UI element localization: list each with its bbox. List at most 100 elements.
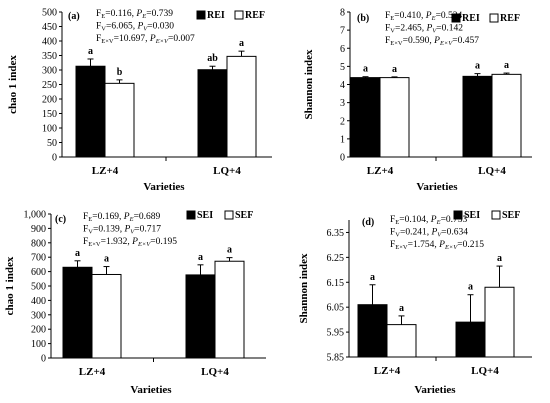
y-tick-label: 1: [340, 134, 345, 145]
legend-swatch: [453, 210, 463, 220]
stats-line: FE×V=0.590, PE×V=0.457: [385, 36, 479, 47]
y-tick-label: 200: [42, 95, 57, 106]
y-tick-label: 100: [42, 124, 57, 135]
x-axis-label: Varieties: [416, 181, 458, 193]
stats-line: FE×V=10.697, PE×V=0.007: [96, 34, 195, 45]
bar: [91, 273, 122, 359]
y-tick-label: 6.25: [327, 253, 345, 264]
y-tick-label: 100: [31, 339, 46, 350]
y-tick-label: 4: [340, 80, 345, 91]
y-tick-label: 6.35: [327, 228, 345, 239]
x-tick-label: LQ+4: [201, 366, 229, 378]
stats-line: FE=0.410, PE=0.534: [385, 11, 463, 22]
significance-label: a: [239, 38, 244, 49]
y-axis-label: Shannon index: [303, 49, 315, 120]
x-axis-label: Varieties: [414, 384, 456, 396]
y-tick-label: 200: [31, 325, 46, 336]
bar: [491, 73, 522, 158]
stats-line: FV=2.465, PV=0.142: [385, 24, 463, 35]
legend-swatch: [451, 13, 461, 23]
panel-b: 0 1 2 3 4 5 6 7 8 Shannon index LZ+4 LQ+4 Varieties a…: [303, 8, 532, 193]
y-tick-label: 7: [340, 26, 345, 37]
y-axis-label: Shannon index: [298, 253, 310, 324]
significance-label: b: [117, 67, 123, 78]
y-tick-label: 5: [340, 62, 345, 73]
legend-label: SEI: [464, 210, 480, 221]
bar: [455, 321, 486, 358]
stats-line: FE×V=1.754, PE×V=0.215: [390, 240, 484, 251]
y-tick-label: 350: [42, 51, 57, 62]
x-tick-label: LZ+4: [79, 366, 106, 378]
bar: [185, 274, 216, 359]
panel-d: 5.85 5.95 6.05 6.15 6.25 6.35 Shannon index LZ+…: [298, 210, 532, 396]
panel-c: 0 100 200 300 400 500 600 700 800 900 1,000 chao 1 …: [4, 210, 266, 396]
y-tick-label: 250: [42, 80, 57, 91]
significance-label: a: [392, 64, 397, 75]
legend-label: REI: [207, 10, 225, 21]
stats-line: FE=0.104, PE=0.753: [390, 215, 468, 226]
y-tick-label: 0: [52, 153, 57, 164]
x-axis-label: Varieties: [143, 181, 185, 193]
panel-a: 0 50 100 150 200 250 300 350 400 450 500 chao 1 ind…: [7, 8, 272, 193]
panel-label: (d): [362, 217, 374, 228]
bar: [104, 82, 135, 158]
stats-line: FV=6.065, PV=0.030: [96, 22, 174, 33]
y-tick-label: 300: [42, 66, 57, 77]
legend-swatch: [491, 210, 501, 220]
stats-line: FE=0.169, PE=0.689: [83, 212, 161, 223]
x-tick-label: LZ+4: [367, 165, 394, 177]
y-tick-label: 0: [41, 354, 46, 365]
x-tick-label: LZ+4: [374, 365, 401, 377]
significance-label: a: [363, 64, 368, 75]
bar: [214, 260, 245, 359]
y-tick-label: 450: [42, 22, 57, 33]
legend-label: SEF: [502, 210, 520, 221]
y-tick-label: 700: [31, 253, 46, 264]
legend-swatch: [196, 10, 206, 20]
significance-label: a: [370, 272, 375, 283]
y-tick-label: 2: [340, 116, 345, 127]
legend-swatch: [489, 13, 499, 23]
stats-line: FV=0.241, PV=0.634: [390, 228, 468, 239]
significance-label: a: [104, 254, 109, 265]
y-tick-label: 6: [340, 44, 345, 55]
stats-line: FV=0.139, PV=0.717: [83, 225, 161, 236]
panel-label: (a): [68, 11, 80, 22]
panel-label: (b): [357, 13, 369, 24]
significance-label: a: [227, 245, 232, 256]
legend-label: SEF: [235, 210, 253, 221]
y-tick-label: 0: [340, 153, 345, 164]
bar: [226, 55, 257, 158]
panel-label: (c): [55, 214, 66, 225]
significance-label: a: [475, 61, 480, 72]
y-tick-label: 500: [42, 8, 57, 19]
legend-label: SEI: [197, 210, 213, 221]
bar: [62, 266, 93, 359]
y-tick-label: 300: [31, 310, 46, 321]
x-tick-label: LQ+4: [471, 365, 499, 377]
y-tick-label: 800: [31, 238, 46, 249]
bar: [197, 69, 228, 158]
bar: [386, 324, 417, 358]
bar: [75, 65, 106, 158]
y-tick-label: 500: [31, 282, 46, 293]
y-tick-label: 400: [42, 37, 57, 48]
legend-label: REI: [462, 13, 480, 24]
legend-swatch: [186, 210, 196, 220]
y-tick-label: 50: [47, 138, 57, 149]
y-tick-label: 150: [42, 109, 57, 120]
legend-label: REF: [500, 13, 520, 24]
significance-label: a: [75, 248, 80, 259]
bar: [484, 286, 515, 358]
stats-line: FE=0.116, PE=0.739: [96, 9, 173, 20]
y-tick-label: 6.15: [327, 278, 345, 289]
y-tick-label: 5.85: [327, 353, 345, 364]
y-tick-label: 400: [31, 296, 46, 307]
x-axis-label: Varieties: [130, 384, 172, 396]
y-axis-label: chao 1 index: [4, 256, 16, 315]
bar: [357, 304, 388, 358]
significance-label: a: [504, 60, 509, 71]
significance-label: a: [497, 253, 502, 264]
significance-label: a: [88, 46, 93, 57]
